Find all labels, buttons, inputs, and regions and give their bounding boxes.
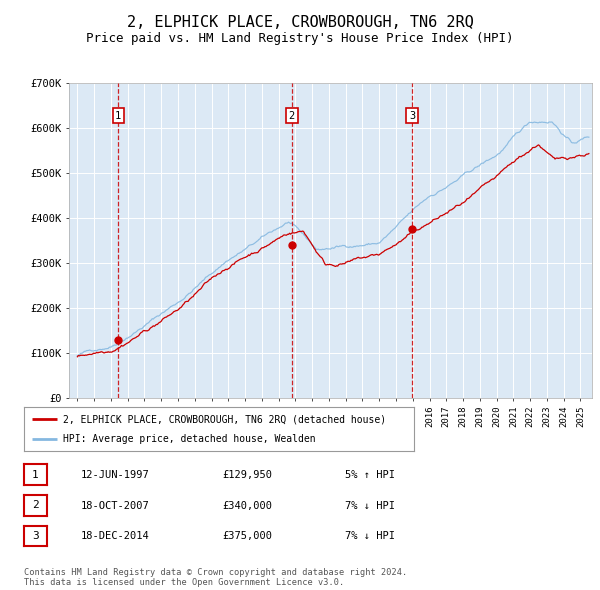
Text: 2: 2 — [32, 500, 39, 510]
Text: 2, ELPHICK PLACE, CROWBOROUGH, TN6 2RQ (detached house): 2, ELPHICK PLACE, CROWBOROUGH, TN6 2RQ (… — [63, 414, 386, 424]
Text: £340,000: £340,000 — [222, 501, 272, 510]
Text: 7% ↓ HPI: 7% ↓ HPI — [345, 532, 395, 541]
Text: 12-JUN-1997: 12-JUN-1997 — [81, 470, 150, 480]
Text: 5% ↑ HPI: 5% ↑ HPI — [345, 470, 395, 480]
Text: £129,950: £129,950 — [222, 470, 272, 480]
Text: 2: 2 — [289, 111, 295, 121]
Text: £375,000: £375,000 — [222, 532, 272, 541]
Text: 1: 1 — [32, 470, 39, 480]
Text: HPI: Average price, detached house, Wealden: HPI: Average price, detached house, Weal… — [63, 434, 316, 444]
Text: Contains HM Land Registry data © Crown copyright and database right 2024.
This d: Contains HM Land Registry data © Crown c… — [24, 568, 407, 587]
Text: 3: 3 — [32, 531, 39, 541]
Text: 7% ↓ HPI: 7% ↓ HPI — [345, 501, 395, 510]
Text: 1: 1 — [115, 111, 121, 121]
Text: 18-DEC-2014: 18-DEC-2014 — [81, 532, 150, 541]
Text: Price paid vs. HM Land Registry's House Price Index (HPI): Price paid vs. HM Land Registry's House … — [86, 32, 514, 45]
Text: 2, ELPHICK PLACE, CROWBOROUGH, TN6 2RQ: 2, ELPHICK PLACE, CROWBOROUGH, TN6 2RQ — [127, 15, 473, 30]
Text: 18-OCT-2007: 18-OCT-2007 — [81, 501, 150, 510]
Text: 3: 3 — [409, 111, 415, 121]
